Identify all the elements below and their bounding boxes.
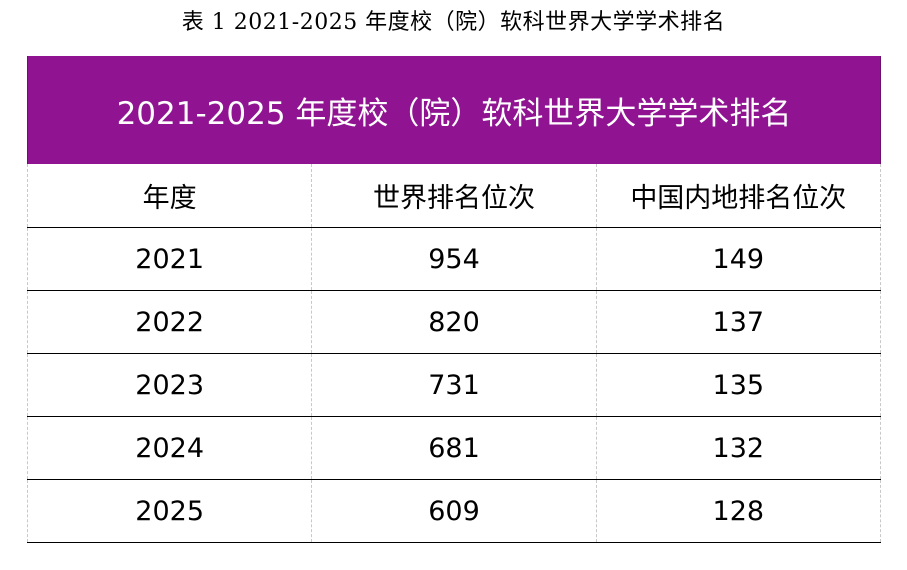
- year-cell: 2023: [27, 354, 313, 416]
- mainland-rank-cell: 132: [597, 417, 881, 479]
- column-header-world-rank: 世界排名位次: [312, 164, 597, 227]
- table-row: 2021 954 149: [27, 228, 881, 291]
- table-header-row: 年度 世界排名位次 中国内地排名位次: [27, 164, 881, 228]
- table-caption: 表 1 2021-2025 年度校（院）软科世界大学学术排名: [181, 10, 726, 35]
- world-rank-cell: 820: [312, 291, 597, 353]
- mainland-rank-cell: 149: [597, 228, 881, 290]
- mainland-rank-cell: 128: [597, 480, 881, 542]
- world-rank-cell: 731: [312, 354, 597, 416]
- mainland-rank-cell: 135: [597, 354, 881, 416]
- table-row: 2022 820 137: [27, 291, 881, 354]
- world-rank-cell: 681: [312, 417, 597, 479]
- year-cell: 2021: [27, 228, 313, 290]
- year-cell: 2024: [27, 417, 313, 479]
- table-row: 2023 731 135: [27, 354, 881, 417]
- year-cell: 2022: [27, 291, 313, 353]
- table-row: 2024 681 132: [27, 417, 881, 480]
- table-row: 2025 609 128: [27, 480, 881, 543]
- world-rank-cell: 609: [312, 480, 597, 542]
- column-header-year: 年度: [27, 164, 313, 227]
- year-cell: 2025: [27, 480, 313, 542]
- world-rank-cell: 954: [312, 228, 597, 290]
- column-header-mainland-rank: 中国内地排名位次: [597, 164, 881, 227]
- table-title-banner: 2021-2025 年度校（院）软科世界大学学术排名: [27, 56, 881, 164]
- ranking-table: 2021-2025 年度校（院）软科世界大学学术排名 年度 世界排名位次 中国内…: [27, 56, 881, 543]
- mainland-rank-cell: 137: [597, 291, 881, 353]
